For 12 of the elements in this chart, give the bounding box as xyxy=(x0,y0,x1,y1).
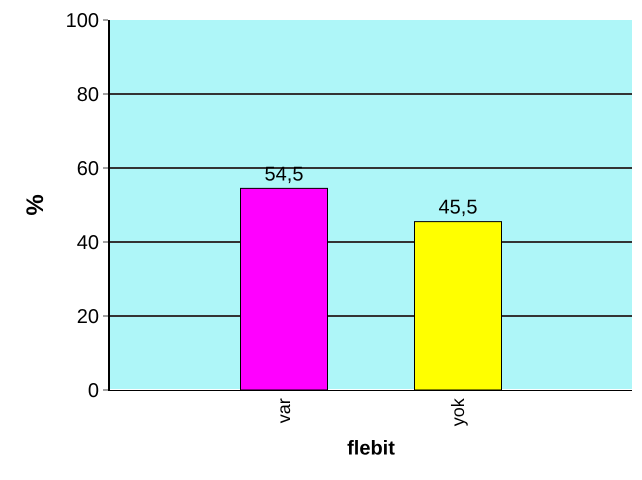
y-tick-label: 60 xyxy=(76,158,99,180)
x-tick-label: yok xyxy=(448,397,468,426)
x-axis-title: flebit xyxy=(347,438,396,460)
y-tick-label: 40 xyxy=(76,232,99,254)
data-label: 54,5 xyxy=(264,163,304,186)
y-axis-title: % xyxy=(22,194,50,216)
y-tick-label: 20 xyxy=(76,306,99,328)
y-tick-label: 0 xyxy=(88,380,99,402)
data-label: 45,5 xyxy=(438,196,478,219)
x-tick-label: var xyxy=(274,398,294,424)
y-tick-label: 100 xyxy=(66,10,99,32)
y-tick-label: 80 xyxy=(76,84,99,106)
